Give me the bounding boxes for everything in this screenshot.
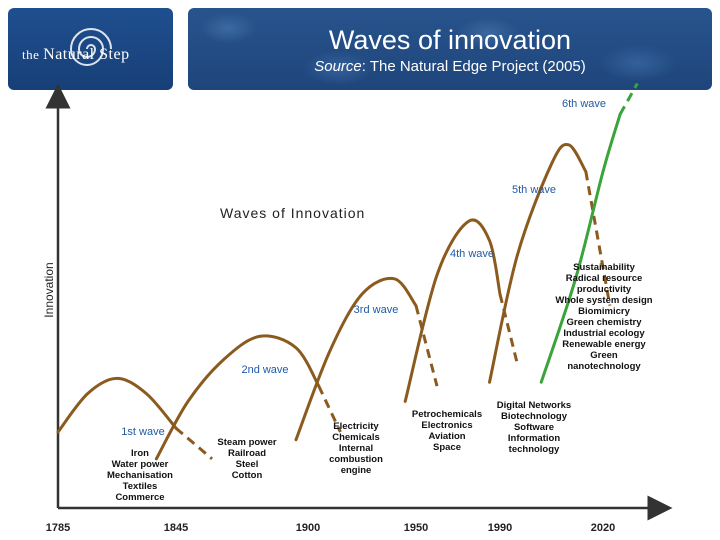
innovation-label: Cotton <box>232 470 263 481</box>
innovation-label: Software <box>514 422 554 433</box>
wave-line-dashed <box>584 171 612 306</box>
innovation-label: Sustainability <box>573 262 635 273</box>
wave-line <box>403 218 502 403</box>
x-tick-label: 1785 <box>46 522 70 534</box>
innovation-label: Biomimicry <box>578 306 630 317</box>
wave-line-dashed <box>618 82 639 115</box>
logo-text-b: Natural Step <box>43 46 130 63</box>
innovation-label: Information <box>508 433 560 444</box>
innovation-label: Chemicals <box>332 432 380 443</box>
innovation-label: Green <box>590 350 618 361</box>
subtitle-rest: : The Natural Edge Project (2005) <box>361 58 586 75</box>
wave-label: 3rd wave <box>354 304 399 316</box>
innovation-label: Railroad <box>228 448 266 459</box>
wave-line-dashed <box>175 427 213 460</box>
innovation-label: Iron <box>131 448 149 459</box>
x-tick-label: 2020 <box>591 522 615 534</box>
innovation-label: Mechanisation <box>107 470 173 481</box>
logo-text: the Natural Step <box>22 46 130 64</box>
x-tick-label: 1990 <box>488 522 512 534</box>
x-tick-label: 1950 <box>404 522 428 534</box>
subtitle-source: Source <box>314 58 362 75</box>
innovation-label: productivity <box>577 284 632 295</box>
wave-label: 4th wave <box>450 248 494 260</box>
wave-line <box>154 334 321 461</box>
innovation-label: Space <box>433 442 461 453</box>
innovation-label: technology <box>509 444 560 455</box>
wave-line <box>488 142 588 384</box>
wave-line-dashed <box>414 305 439 387</box>
innovation-label: Biotechnology <box>501 411 568 422</box>
innovation-label: engine <box>341 465 372 476</box>
logo: the Natural Step <box>8 8 173 90</box>
wave-line-dashed <box>317 385 342 433</box>
wave-line <box>294 276 418 442</box>
innovation-label: Industrial ecology <box>563 328 645 339</box>
page-title: Waves of innovation <box>328 25 572 55</box>
innovation-label: Digital Networks <box>497 400 571 411</box>
innovation-label: Electricity <box>333 421 379 432</box>
page-subtitle: Source: The Natural Edge Project (2005) <box>188 58 712 75</box>
y-axis-label: Innovation <box>42 262 56 317</box>
innovation-label: Petrochemicals <box>412 409 482 420</box>
header-banner: Waves of innovation Source: The Natural … <box>188 8 712 90</box>
innovation-label: Radical resource <box>566 273 643 284</box>
innovation-label: Electronics <box>421 420 472 431</box>
wave-line <box>539 112 622 384</box>
innovation-label: nanotechnology <box>567 361 641 372</box>
innovation-label: combustion <box>329 454 383 465</box>
wave-line <box>56 376 178 434</box>
innovation-label: Water power <box>112 459 169 470</box>
innovation-label: Aviation <box>428 431 465 442</box>
x-tick-label: 1900 <box>296 522 320 534</box>
wave-label: 6th wave <box>562 98 606 110</box>
wave-label: 2nd wave <box>241 364 288 376</box>
logo-text-a: the <box>22 47 44 62</box>
innovation-label: Steam power <box>217 437 276 448</box>
innovation-label: Textiles <box>123 481 158 492</box>
innovation-label: Commerce <box>115 492 164 503</box>
innovation-label: Renewable energy <box>562 339 646 350</box>
waves-group <box>56 82 639 461</box>
chart-inner-title: Waves of Innovation <box>220 205 365 221</box>
innovation-label: Internal <box>339 443 373 454</box>
innovation-label: Steel <box>236 459 259 470</box>
wave-label: 1st wave <box>121 426 164 438</box>
wave-line-dashed <box>498 293 519 364</box>
x-ticks-group: 1785 1845 1900 1950 1990 2020 <box>46 522 615 534</box>
innovation-label: Whole system design <box>555 295 652 306</box>
x-tick-label: 1845 <box>164 522 188 534</box>
wave-label: 5th wave <box>512 184 556 196</box>
innovation-label: Green chemistry <box>567 317 643 328</box>
spiral-logo-icon <box>69 28 112 66</box>
